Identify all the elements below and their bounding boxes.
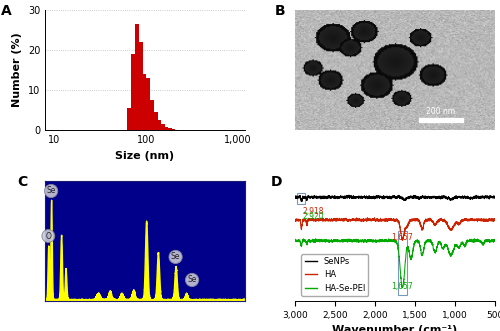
Bar (126, 108, 130, 130)
Text: 1,657: 1,657 (392, 233, 413, 242)
Text: A: A (1, 4, 12, 18)
Bar (130, 54, 134, 130)
Text: C: C (17, 175, 27, 189)
Text: B: B (275, 4, 285, 18)
Bar (138, 42, 142, 130)
Legend: SeNPs, HA, HA-Se-PEI: SeNPs, HA, HA-Se-PEI (301, 254, 368, 296)
Y-axis label: Number (%): Number (%) (12, 33, 22, 108)
Bar (150, 100, 154, 130)
Bar (157, 120, 161, 130)
Bar (154, 112, 158, 130)
Text: 200 nm: 200 nm (426, 107, 456, 116)
Text: Se: Se (171, 253, 180, 261)
Bar (172, 129, 175, 130)
Text: Se: Se (188, 275, 196, 284)
Bar (142, 74, 146, 130)
Bar (419, 118, 463, 122)
X-axis label: KeV: KeV (133, 324, 157, 331)
Text: 2,918: 2,918 (302, 207, 324, 216)
X-axis label: Wavenumber (cm⁻¹): Wavenumber (cm⁻¹) (332, 325, 458, 331)
Bar (164, 127, 168, 130)
Bar (168, 128, 172, 130)
Text: 1,657: 1,657 (392, 282, 413, 292)
Bar (398, 231, 407, 295)
Text: D: D (271, 175, 282, 189)
X-axis label: Size (nm): Size (nm) (116, 151, 174, 161)
Bar (161, 124, 165, 130)
Text: Se: Se (46, 186, 56, 196)
Bar (135, 24, 139, 130)
Bar (146, 78, 150, 130)
Text: O: O (46, 231, 51, 241)
Text: 2,920: 2,920 (302, 212, 324, 221)
Bar (296, 193, 306, 204)
